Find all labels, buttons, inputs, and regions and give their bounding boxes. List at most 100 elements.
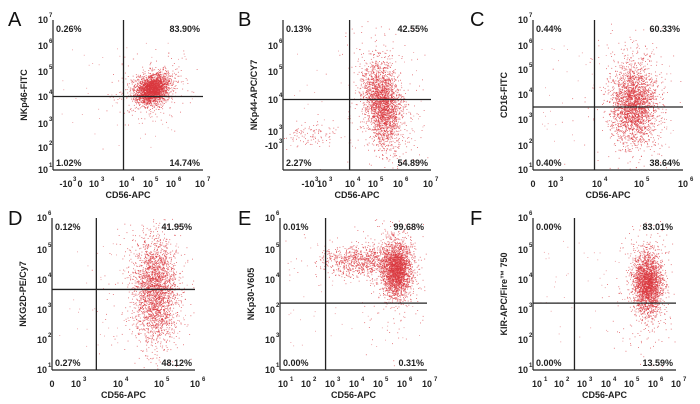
scatter-point [384, 112, 386, 114]
scatter-point [144, 71, 146, 73]
scatter-point [360, 95, 362, 97]
scatter-point [163, 69, 164, 71]
scatter-point [361, 95, 363, 97]
scatter-point [370, 75, 372, 77]
scatter-point [381, 136, 383, 138]
scatter-point [138, 83, 140, 85]
scatter-point [363, 104, 365, 106]
x-tick-label: 10 [89, 179, 99, 189]
scatter-point [140, 89, 142, 91]
scatter-point [168, 81, 170, 83]
scatter-point [371, 79, 373, 80]
scatter-point [125, 78, 127, 80]
scatter-point [390, 118, 392, 119]
scatter-point [161, 93, 163, 95]
scatter-point [386, 110, 388, 111]
scatter-point [406, 109, 408, 110]
scatter-point [169, 92, 170, 94]
scatter-point [143, 74, 145, 75]
scatter-point [140, 92, 142, 94]
scatter-point [375, 103, 377, 104]
scatter-point [381, 100, 383, 102]
scatter-point [388, 116, 389, 118]
scatter-point [374, 125, 376, 127]
scatter-point [117, 48, 118, 50]
scatter-point [87, 93, 89, 94]
scatter-point [371, 117, 373, 119]
scatter-point [139, 107, 141, 109]
scatter-point [380, 26, 382, 28]
scatter-point [357, 87, 359, 89]
scatter-point [142, 88, 143, 90]
scatter-point [357, 139, 359, 141]
scatter-point [130, 87, 132, 89]
scatter-point [164, 88, 166, 90]
scatter-point [148, 91, 150, 93]
scatter-point [375, 133, 377, 135]
scatter-point [381, 81, 383, 83]
scatter-point [139, 100, 141, 102]
scatter-point [148, 72, 149, 74]
scatter-point [389, 50, 391, 52]
scatter-point [372, 100, 374, 101]
scatter-point [407, 141, 409, 143]
scatter-point [140, 101, 142, 103]
scatter-point [386, 109, 388, 111]
scatter-point [370, 98, 372, 99]
scatter-point [385, 74, 386, 75]
scatter-point [142, 102, 144, 104]
scatter-point [63, 89, 65, 91]
scatter-point [382, 98, 384, 100]
scatter-point [381, 84, 383, 85]
scatter-point [398, 146, 399, 148]
scatter-point [373, 53, 375, 55]
scatter-point [382, 79, 384, 81]
scatter-point [391, 132, 393, 134]
scatter-point [172, 93, 174, 95]
scatter-point [135, 101, 136, 103]
scatter-point [397, 107, 399, 109]
scatter-point [388, 89, 390, 90]
scatter-point [187, 83, 189, 84]
scatter-point [171, 89, 173, 91]
scatter-point [139, 88, 140, 90]
scatter-point [385, 126, 387, 128]
scatter-point [360, 94, 361, 96]
scatter-point [374, 54, 375, 55]
scatter-point [154, 87, 156, 89]
scatter-point [137, 93, 138, 95]
scatter-point [395, 90, 396, 92]
scatter-point [363, 83, 364, 85]
scatter-point [384, 105, 386, 107]
scatter-point [368, 102, 370, 104]
scatter-point [365, 83, 366, 85]
scatter-point [371, 70, 373, 72]
scatter-point [385, 103, 387, 105]
scatter-point [387, 100, 389, 102]
scatter-point [374, 104, 375, 106]
scatter-point [143, 84, 144, 86]
scatter-point [396, 88, 398, 90]
scatter-point [363, 102, 365, 103]
scatter-point [385, 152, 387, 154]
scatter-point [390, 74, 391, 76]
scatter-point [386, 105, 388, 106]
scatter-point [387, 95, 389, 97]
scatter-point [388, 119, 390, 121]
scatter-point [368, 126, 369, 128]
scatter-point [374, 114, 376, 115]
scatter-point [373, 116, 374, 118]
scatter-point [374, 128, 376, 130]
scatter-point [145, 87, 147, 89]
scatter-point [393, 107, 395, 109]
scatter-point [382, 111, 384, 113]
scatter-point [387, 97, 388, 99]
scatter-point [158, 71, 160, 73]
scatter-point [387, 122, 389, 124]
scatter-point [390, 93, 392, 95]
scatter-point [379, 122, 381, 124]
scatter-point [380, 118, 382, 120]
scatter-point [387, 65, 389, 67]
scatter-point [374, 121, 376, 123]
scatter-point [143, 83, 145, 85]
